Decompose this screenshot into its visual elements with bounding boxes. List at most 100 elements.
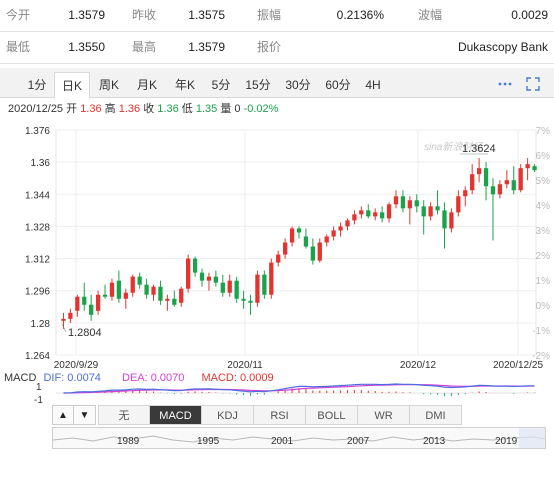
candle-body <box>449 212 454 229</box>
dif-line <box>63 383 535 394</box>
candle-body <box>532 166 537 171</box>
candle-body <box>179 288 184 303</box>
source-label: 报价 <box>257 40 282 54</box>
dea-label: DEA: 0.0070 <box>122 372 185 384</box>
candle-body <box>490 186 496 195</box>
candle-body <box>483 168 489 187</box>
tab-weekly[interactable]: 周K <box>98 78 119 92</box>
indicator-tab-none[interactable]: 无 <box>98 405 150 425</box>
max-annotation: 1.3624 <box>462 143 496 155</box>
navigator-year: 2019 <box>495 436 518 447</box>
fullscreen-icon[interactable] <box>526 77 540 91</box>
macd-tick-top: 1 <box>36 382 42 393</box>
high-label: 高 <box>104 103 116 115</box>
candle-body <box>186 258 191 289</box>
candle-body <box>414 200 419 207</box>
candle-body <box>276 254 281 263</box>
indicator-tab-wr[interactable]: WR <box>358 405 410 425</box>
tab-4h[interactable]: 4H <box>365 78 381 92</box>
tab-5min[interactable]: 5分 <box>211 78 231 92</box>
candle-body <box>303 236 309 247</box>
tab-15min[interactable]: 15分 <box>245 78 271 92</box>
min-annotation: 1.2804 <box>68 327 102 339</box>
candlestick-chart[interactable]: 1.376 1.36 1.344 1.328 1.312 1.296 1.28 1.264 7… <box>0 118 554 370</box>
candle-body <box>525 164 530 169</box>
dea-line <box>63 384 535 394</box>
candle-body <box>456 196 461 213</box>
volume-label: 量 <box>220 103 232 115</box>
tab-monthly[interactable]: 月K <box>136 78 157 92</box>
tab-yearly[interactable]: 年K <box>174 78 195 92</box>
candle-body <box>206 276 212 281</box>
candle-body <box>109 282 115 297</box>
candle-body <box>359 210 364 215</box>
macd-histogram <box>56 387 536 397</box>
y-tick-right: 3% <box>536 226 551 237</box>
tab-60min[interactable]: 60分 <box>325 78 351 92</box>
candle-body <box>61 318 66 321</box>
candle-body <box>241 298 246 301</box>
dif-label: DIF: 0.0074 <box>43 372 101 384</box>
candle-body <box>213 276 219 283</box>
y-tick-left: 1.344 <box>25 190 50 201</box>
arrow-up-button[interactable]: ▲ <box>52 405 74 425</box>
time-navigator[interactable]: 1989 1995 2001 2007 2013 2019 <box>52 427 546 449</box>
x-tick: 2020/12 <box>400 360 437 370</box>
candle-body <box>352 214 357 221</box>
indicator-tab-dmi[interactable]: DMI <box>410 405 462 425</box>
range-value: 0.0029 <box>511 8 548 22</box>
range-label: 波幅 <box>418 8 443 22</box>
candle-body <box>331 230 336 237</box>
candle-body <box>345 220 350 227</box>
candle-body <box>220 282 225 293</box>
candle-body <box>497 184 503 195</box>
y-tick-left: 1.296 <box>25 287 50 298</box>
candle-body <box>317 242 322 261</box>
tab-daily[interactable]: 日K <box>54 72 90 99</box>
navigator-year: 2013 <box>423 436 446 447</box>
arrow-down-button[interactable]: ▼ <box>74 405 96 425</box>
macd-chart[interactable]: 1 -1 <box>0 382 554 404</box>
candle-body <box>435 206 440 211</box>
close-label: 收 <box>143 103 155 115</box>
indicator-tab-kdj[interactable]: KDJ <box>202 405 254 425</box>
candle-body <box>116 280 122 299</box>
quote-panel: 今开 1.3579 昨收 1.3575 振幅 0.2136% 波幅 0.0029… <box>0 0 554 64</box>
candle-body <box>130 276 135 293</box>
macd-title: MACD <box>4 372 37 384</box>
scroll-arrows: ▲ ▼ <box>52 405 96 425</box>
candle-body <box>324 236 329 243</box>
y-axis-right: 7% 6% 5% 4% 3% 2% 1% 0% -1% -2% <box>532 126 550 362</box>
candle-body <box>379 212 385 219</box>
x-tick: 2020/12/25 <box>493 360 543 370</box>
y-tick-right: 1% <box>536 276 551 287</box>
indicator-tab-macd[interactable]: MACD <box>150 405 202 425</box>
more-dots-icon[interactable] <box>498 77 512 91</box>
candle-body <box>511 180 516 191</box>
candle-body <box>338 226 343 231</box>
tab-1min[interactable]: 1分 <box>27 78 47 92</box>
period-tab-bar: 1分 日K 周K 月K 年K 5分 15分 30分 60分 4H <box>0 68 554 99</box>
y-tick-right: 5% <box>536 176 551 187</box>
candle-body <box>393 196 399 205</box>
y-tick-left: 1.264 <box>25 351 50 362</box>
quote-row: 今开 1.3579 昨收 1.3575 振幅 0.2136% 波幅 0.0029 <box>0 0 554 32</box>
indicator-tab-rsi[interactable]: RSI <box>254 405 306 425</box>
navigator-year: 1989 <box>117 436 140 447</box>
low-value: 1.3550 <box>68 40 105 54</box>
chart-grid <box>55 129 537 356</box>
candle-body <box>518 168 523 191</box>
candle-body <box>192 258 198 273</box>
x-tick: 2020/9/29 <box>54 360 99 370</box>
open-value: 1.3579 <box>68 8 105 22</box>
navigator-window <box>519 428 545 448</box>
candle-body <box>255 274 260 303</box>
candle-body <box>68 312 73 319</box>
candle-body <box>428 206 433 217</box>
candle-body <box>504 180 509 185</box>
candle-body <box>172 298 177 305</box>
candle-body <box>262 274 267 295</box>
indicator-tab-boll[interactable]: BOLL <box>306 405 358 425</box>
tab-30min[interactable]: 30分 <box>285 78 311 92</box>
navigator-year: 2007 <box>347 436 370 447</box>
